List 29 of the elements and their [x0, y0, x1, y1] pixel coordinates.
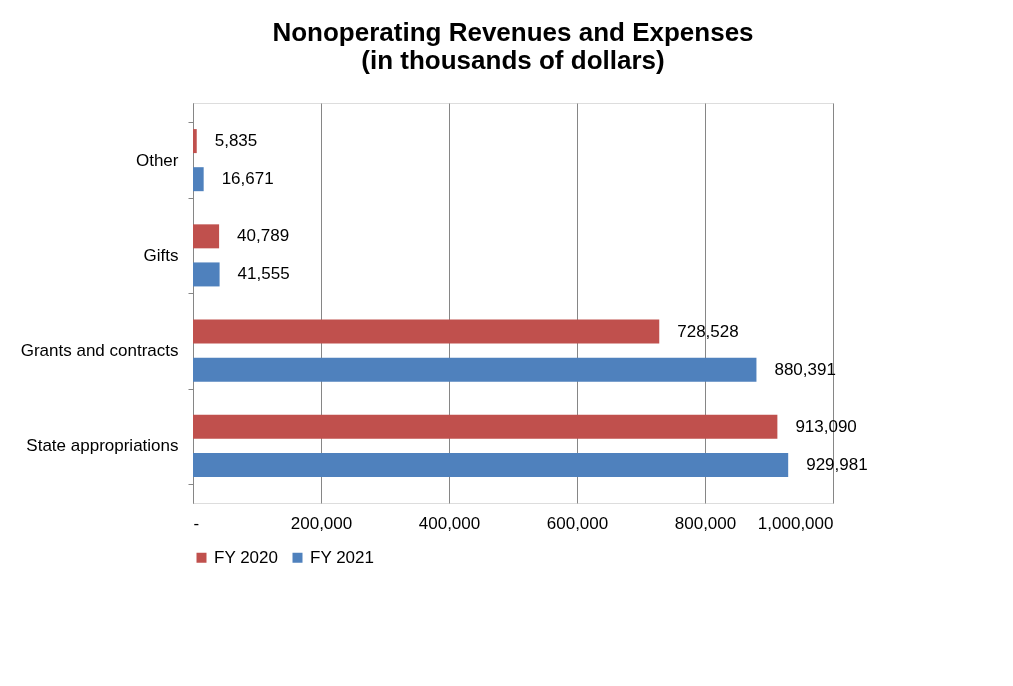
data-label: 728,528 [677, 321, 739, 341]
data-label: 41,555 [237, 264, 290, 284]
bar [193, 414, 778, 439]
legend-label: FY 2020 [214, 547, 278, 567]
y-tick-label: Grants and contracts [20, 341, 179, 361]
data-label: 40,789 [237, 226, 290, 246]
data-label: 880,391 [774, 359, 836, 379]
x-tick-label: - [193, 513, 200, 533]
y-tick-label: Gifts [143, 245, 179, 265]
x-tick-label: 200,000 [290, 513, 353, 533]
chart-title: Nonoperating Revenues and Expenses (in thousands of dollars) [272, 17, 754, 75]
data-label: 5,835 [214, 131, 258, 151]
bar [193, 319, 660, 344]
data-label: 929,981 [806, 454, 868, 474]
bar [193, 129, 197, 154]
x-tick-label: 800,000 [674, 513, 737, 533]
x-tick-label: 400,000 [418, 513, 481, 533]
bar [193, 262, 220, 287]
data-label: 16,671 [221, 169, 274, 189]
y-tick-label: State appropriations [26, 436, 179, 456]
bar [193, 224, 220, 249]
bar [193, 357, 757, 382]
bar [193, 167, 204, 192]
data-label: 913,090 [795, 416, 857, 436]
x-tick-label: 600,000 [546, 513, 609, 533]
y-tick-label: Other [135, 150, 179, 170]
x-tick-label: 1,000,000 [757, 513, 834, 533]
bar [193, 452, 789, 477]
legend-label: FY 2021 [310, 547, 374, 567]
